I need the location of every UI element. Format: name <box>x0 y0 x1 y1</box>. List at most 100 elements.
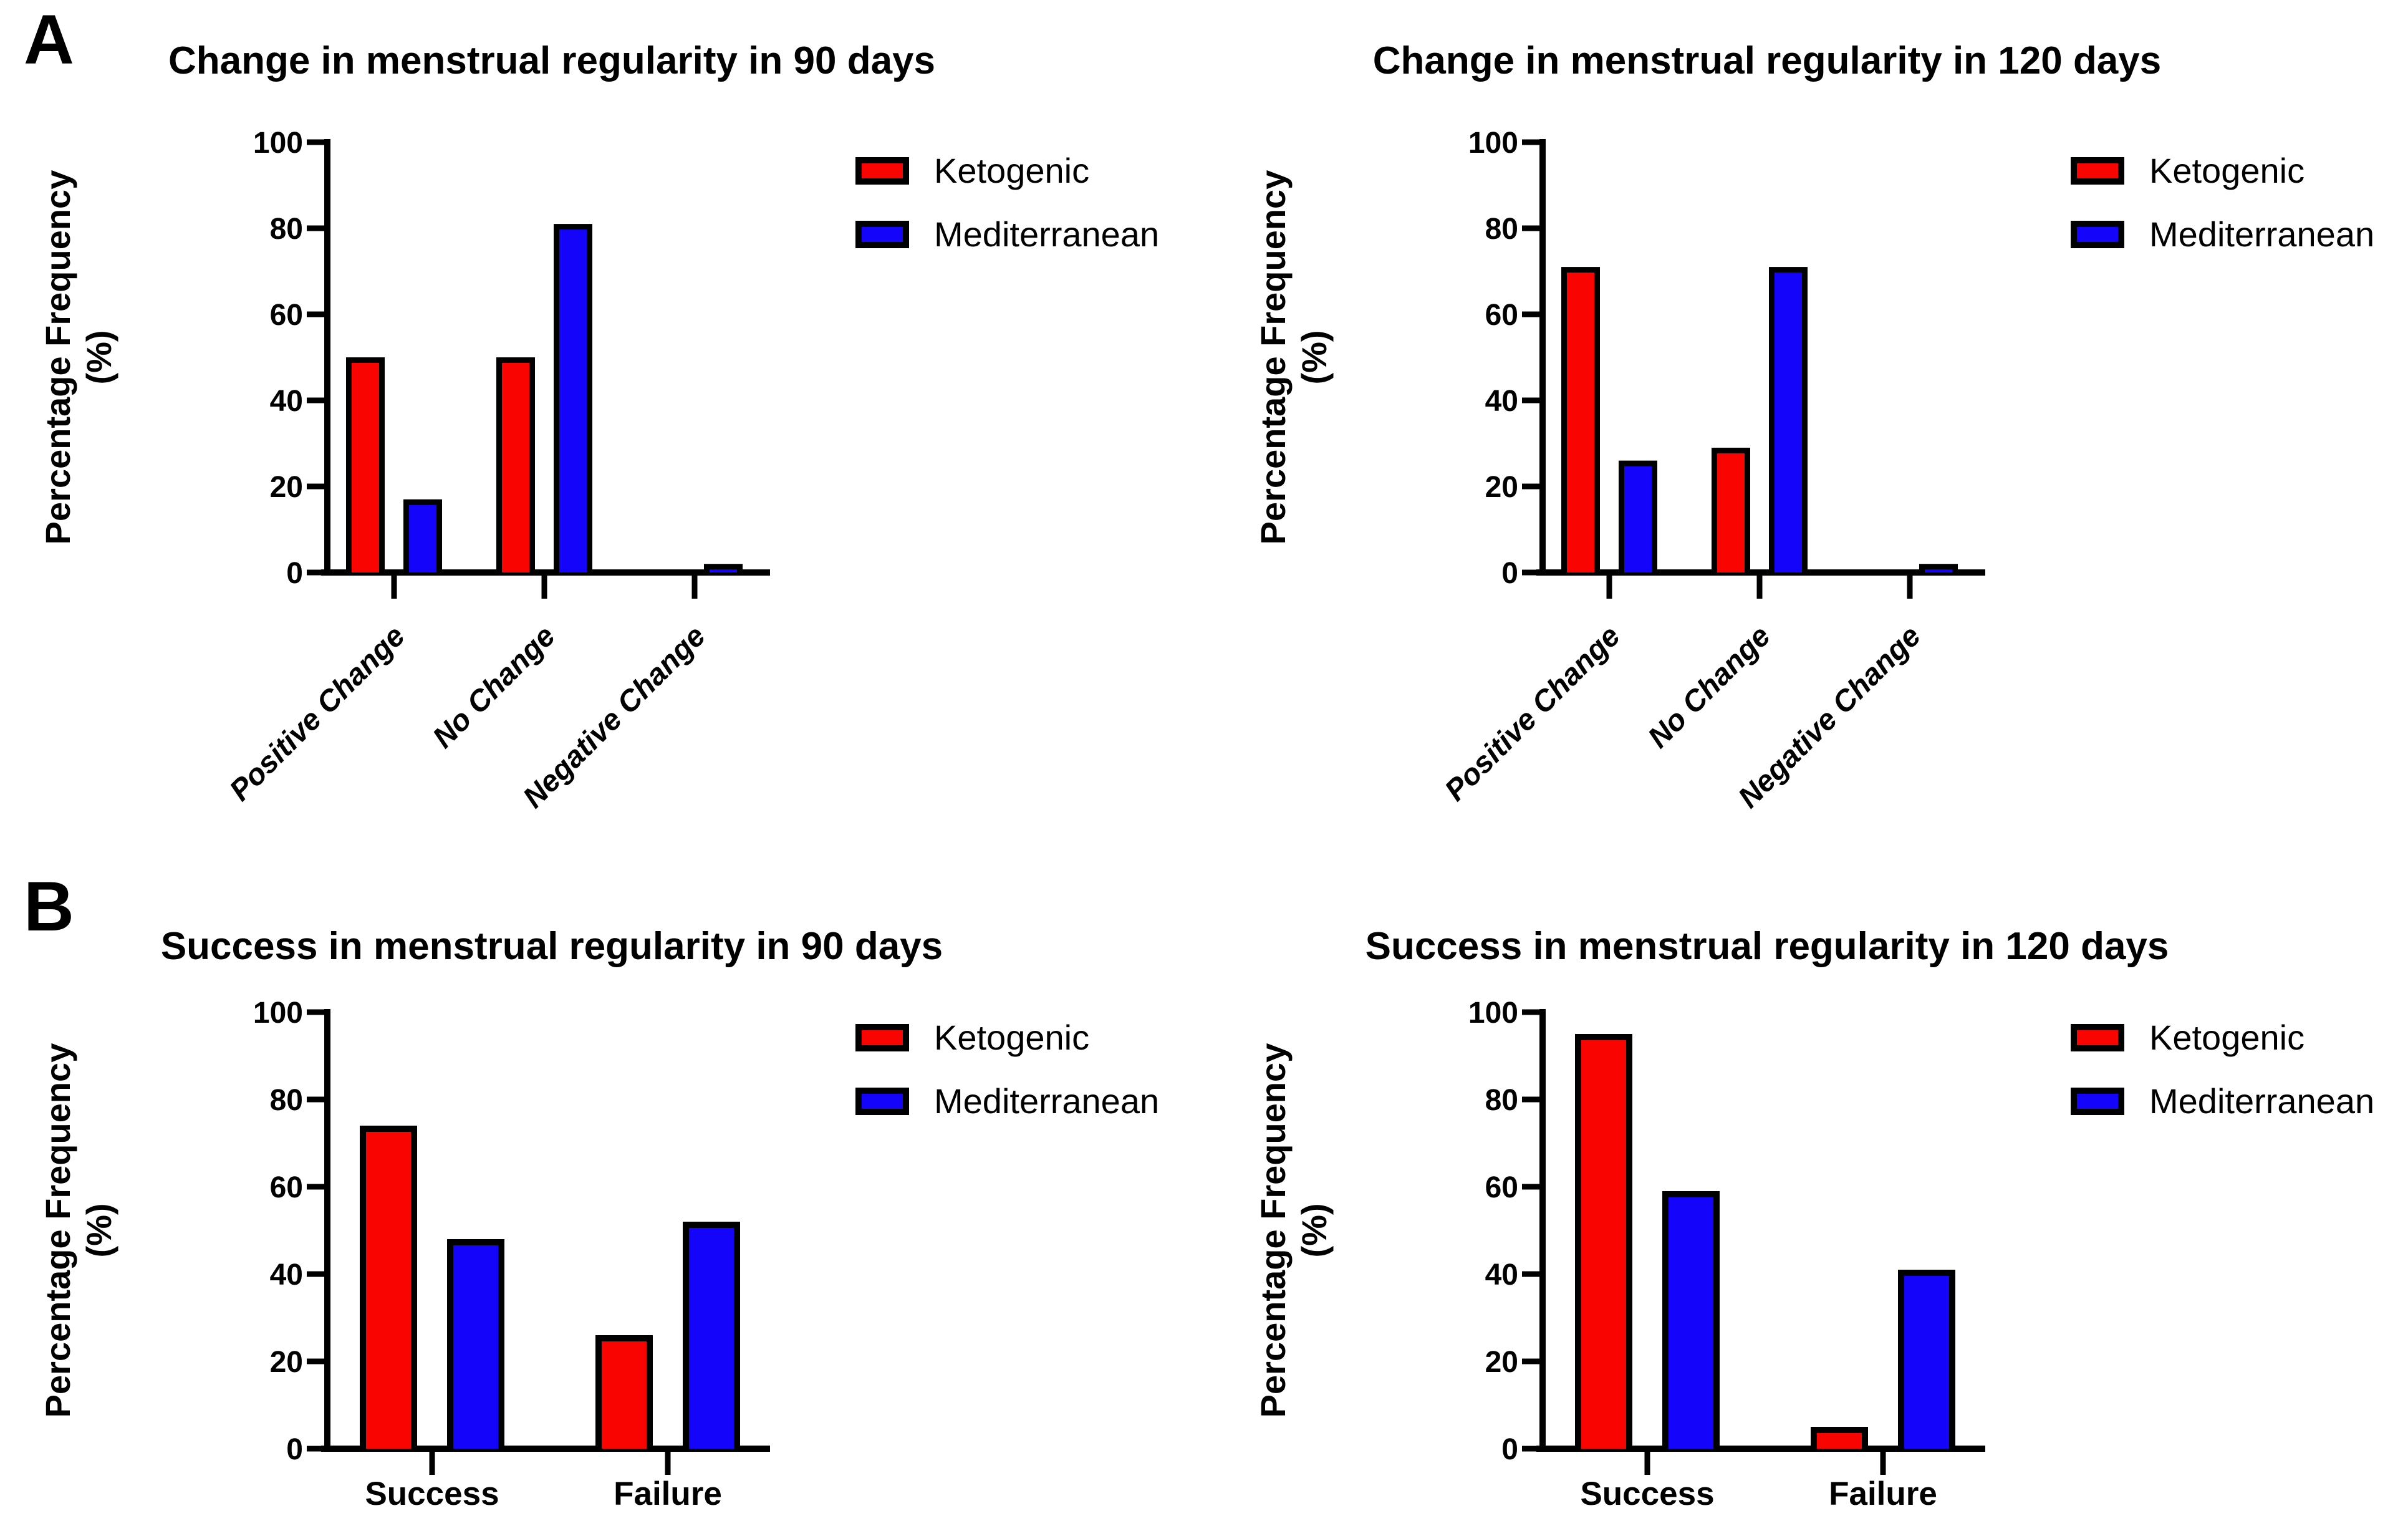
bar-ketogenic-failure <box>1817 1433 1862 1449</box>
y-tick-label-40: 40 <box>270 1258 303 1292</box>
y-axis-line <box>1539 139 1546 576</box>
legend-swatch-mediterranean-icon <box>2077 227 2118 242</box>
x-category-label-failure: Failure <box>1829 1475 1937 1512</box>
y-tick-label-80: 80 <box>270 213 303 246</box>
x-category-label-success: Success <box>365 1475 499 1512</box>
bar-ketogenic-failure <box>602 1341 647 1449</box>
bar-mediterranean-failure <box>689 1228 734 1449</box>
bar-ketogenic-no-change <box>502 363 529 572</box>
x-tick <box>541 576 547 599</box>
x-axis-line <box>321 1446 770 1452</box>
chart-group: Change in menstrual regularity in 90 day… <box>38 39 1159 814</box>
x-axis-line <box>1536 1446 1985 1452</box>
legend-swatch-ketogenic-icon <box>2077 1030 2118 1045</box>
x-tick <box>1644 1452 1650 1475</box>
legend-swatch-ketogenic-icon <box>862 163 903 178</box>
y-tick <box>307 139 324 145</box>
x-tick <box>391 576 397 599</box>
y-tick <box>1522 1271 1539 1277</box>
chart-success-90-days: Success in menstrual regularity in 90 da… <box>38 925 1159 1512</box>
legend-label-mediterranean: Mediterranean <box>2149 215 2374 254</box>
y-tick <box>1522 225 1539 231</box>
y-tick-label-100: 100 <box>1468 127 1518 160</box>
y-tick-label-80: 80 <box>1485 213 1518 246</box>
bar-ketogenic-success <box>366 1132 411 1449</box>
chart-group: Success in menstrual regularity in 120 d… <box>1253 925 2374 1512</box>
chart-title: Change in menstrual regularity in 120 da… <box>1373 39 2162 82</box>
y-tick-label-100: 100 <box>1468 997 1518 1030</box>
y-tick <box>1522 1009 1539 1015</box>
x-category-label-success: Success <box>1580 1475 1714 1512</box>
y-tick <box>307 311 324 317</box>
legend-swatch-mediterranean-icon <box>862 227 903 242</box>
y-tick-label-20: 20 <box>270 1346 303 1379</box>
y-tick-label-20: 20 <box>1485 471 1518 504</box>
y-axis-label-line1: Percentage Frequency <box>1253 170 1293 545</box>
y-tick-label-100: 100 <box>253 997 303 1030</box>
y-tick-label-60: 60 <box>270 1171 303 1204</box>
chart-change-90-days: Change in menstrual regularity in 90 day… <box>38 39 1159 814</box>
bar-mediterranean-no-change <box>559 229 587 573</box>
legend-label-ketogenic: Ketogenic <box>934 1018 1089 1057</box>
y-axis-label-line2: (%) <box>1294 330 1334 384</box>
y-tick-label-20: 20 <box>1485 1346 1518 1379</box>
y-tick-label-100: 100 <box>253 127 303 160</box>
y-axis-label-line1: Percentage Frequency <box>1253 1043 1293 1418</box>
y-tick <box>1522 311 1539 317</box>
legend-label-ketogenic: Ketogenic <box>2149 151 2304 190</box>
y-tick-label-0: 0 <box>286 557 303 590</box>
x-tick <box>665 1452 671 1475</box>
y-tick <box>307 1184 324 1190</box>
legend-label-ketogenic: Ketogenic <box>934 151 1089 190</box>
y-tick-label-0: 0 <box>1501 557 1518 590</box>
x-category-label-failure: Failure <box>614 1475 722 1512</box>
chart-change-120-days: Change in menstrual regularity in 120 da… <box>1253 39 2374 814</box>
chart-title: Change in menstrual regularity in 90 day… <box>168 39 935 82</box>
y-tick-label-0: 0 <box>1501 1433 1518 1466</box>
chart-group: Success in menstrual regularity in 90 da… <box>38 925 1159 1512</box>
y-tick <box>307 1446 324 1452</box>
x-tick <box>1880 1452 1886 1475</box>
y-tick <box>307 483 324 490</box>
x-axis-line <box>321 569 770 576</box>
y-axis-line <box>1539 1009 1546 1452</box>
x-category-label-positive-change: Positive Change <box>223 619 412 808</box>
bar-ketogenic-success <box>1581 1040 1626 1449</box>
bar-ketogenic-no-change <box>1717 453 1745 572</box>
x-tick <box>429 1452 435 1475</box>
chart-title: Success in menstrual regularity in 120 d… <box>1365 925 2169 968</box>
x-tick <box>1606 576 1612 599</box>
y-tick-label-80: 80 <box>1485 1084 1518 1117</box>
y-tick <box>307 1009 324 1015</box>
legend-swatch-mediterranean-icon <box>2077 1094 2118 1109</box>
bar-mediterranean-success <box>453 1245 498 1449</box>
legend-label-ketogenic: Ketogenic <box>2149 1018 2304 1057</box>
y-tick <box>307 225 324 231</box>
bar-mediterranean-negative-change <box>710 569 737 572</box>
x-category-label-positive-change: Positive Change <box>1438 619 1627 808</box>
y-tick <box>1522 569 1539 576</box>
y-tick-label-60: 60 <box>1485 1171 1518 1204</box>
panel-label-b: B <box>24 867 74 945</box>
y-axis-line <box>324 139 330 576</box>
panel-label-a: A <box>24 1 74 79</box>
y-axis-line <box>324 1009 330 1452</box>
x-tick <box>691 576 698 599</box>
y-tick-label-60: 60 <box>1485 299 1518 332</box>
chart-title: Success in menstrual regularity in 90 da… <box>161 925 943 968</box>
y-tick-label-20: 20 <box>270 471 303 504</box>
y-tick <box>1522 1184 1539 1190</box>
chart-group: Change in menstrual regularity in 120 da… <box>1253 39 2374 814</box>
bar-mediterranean-positive-change <box>409 505 436 572</box>
y-tick <box>1522 1358 1539 1364</box>
bar-mediterranean-negative-change <box>1925 569 1952 572</box>
y-tick <box>307 397 324 403</box>
y-axis-label-line1: Percentage Frequency <box>38 170 77 545</box>
bar-ketogenic-positive-change <box>1567 273 1594 572</box>
y-tick <box>1522 1446 1539 1452</box>
y-tick <box>307 569 324 576</box>
legend-label-mediterranean: Mediterranean <box>934 215 1159 254</box>
y-tick-label-0: 0 <box>286 1433 303 1466</box>
y-tick-label-40: 40 <box>270 385 303 418</box>
